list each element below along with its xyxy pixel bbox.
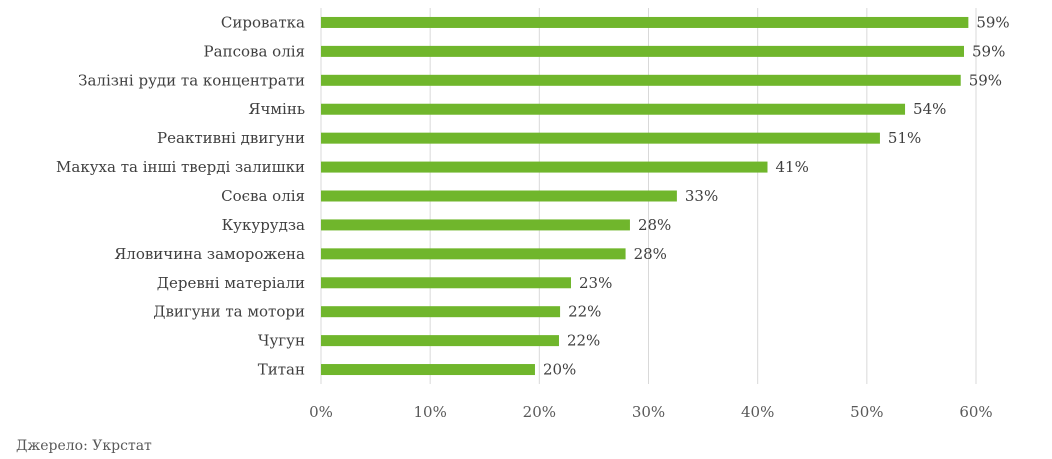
category-label: Яловичина заморожена: [114, 245, 305, 263]
value-label: 54%: [913, 100, 946, 118]
bar: [321, 103, 906, 115]
value-labels: 59% 59% 59% 54% 51% 41% 33% 28% 28% 23% 22% 22% 20%: [543, 13, 1010, 378]
category-labels: Сироватка Рапсова олія Залізні руди та кон…: [56, 13, 305, 378]
category-label: Деревні матеріали: [157, 274, 305, 292]
value-label: 28%: [634, 245, 667, 263]
category-label: Двигуни та мотори: [153, 303, 305, 321]
bar: [321, 45, 964, 57]
value-label: 20%: [543, 361, 576, 379]
value-label: 33%: [685, 187, 718, 205]
bar: [321, 335, 559, 347]
value-label: 51%: [888, 129, 921, 147]
category-label: Реактивні двигуни: [157, 129, 305, 147]
category-label: Макуха та інші тверді залишки: [56, 158, 305, 176]
x-tick-label: 60%: [959, 403, 992, 421]
value-label: 22%: [567, 332, 600, 350]
x-tick-label: 0%: [309, 403, 333, 421]
bar: [321, 277, 571, 289]
category-label: Соєва олія: [221, 187, 305, 205]
category-label: Ячмінь: [248, 100, 305, 118]
value-label: 41%: [775, 158, 808, 176]
x-axis-tick-labels: 0% 10% 20% 30% 40% 50% 60%: [309, 403, 993, 421]
x-tick-label: 10%: [413, 403, 446, 421]
x-tick-label: 40%: [741, 403, 774, 421]
source-note: Джерело: Укрстат: [16, 438, 152, 454]
value-label: 59%: [969, 71, 1002, 89]
bar: [321, 190, 677, 202]
bar: [321, 306, 561, 318]
category-label: Залізні руди та концентрати: [78, 71, 305, 89]
category-label: Рапсова олія: [204, 42, 305, 60]
bar: [321, 364, 535, 376]
bar: [321, 74, 961, 86]
bar: [321, 219, 630, 231]
value-label: 23%: [579, 274, 612, 292]
bar: [321, 248, 626, 260]
bar: [321, 161, 768, 173]
bars: [321, 16, 969, 376]
value-label: 22%: [568, 303, 601, 321]
bar: [321, 16, 969, 28]
x-tick-label: 20%: [523, 403, 556, 421]
bar: [321, 132, 880, 144]
x-tick-label: 30%: [632, 403, 665, 421]
x-tick-label: 50%: [850, 403, 883, 421]
value-label: 59%: [972, 42, 1005, 60]
value-label: 28%: [638, 216, 671, 234]
category-label: Кукурудза: [222, 216, 305, 234]
category-label: Титан: [258, 361, 305, 379]
category-label: Чугун: [258, 332, 305, 350]
value-label: 59%: [976, 13, 1009, 31]
category-label: Сироватка: [221, 13, 305, 31]
